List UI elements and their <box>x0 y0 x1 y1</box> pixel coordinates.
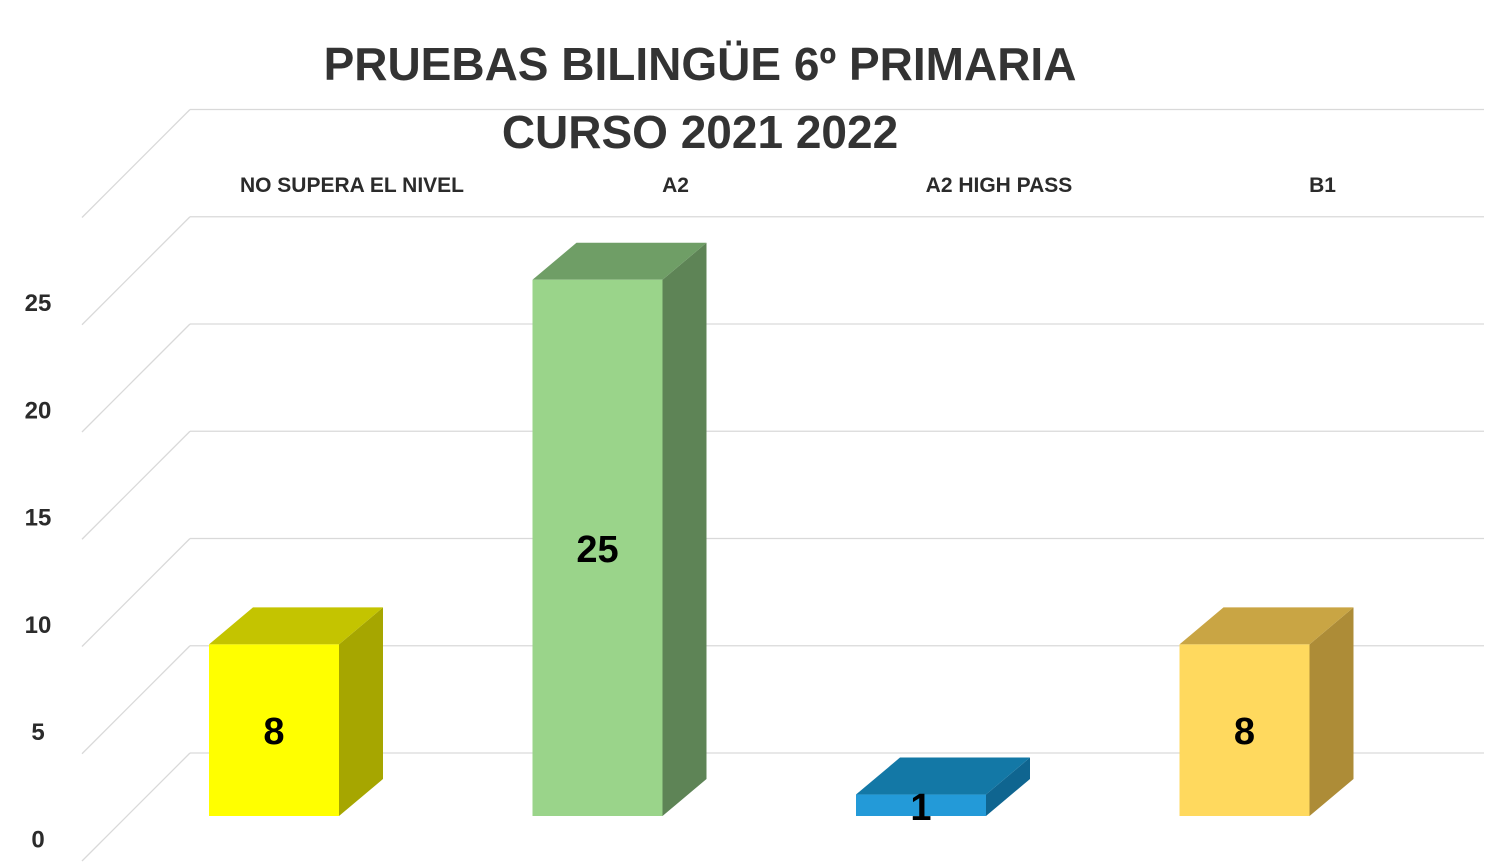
bar <box>856 794 986 816</box>
data-label: 1 <box>910 787 931 829</box>
gridline-side-5 <box>81 645 191 755</box>
data-label: 8 <box>263 711 284 753</box>
bar-side-face <box>1309 607 1354 816</box>
gridline-side-0 <box>81 752 191 862</box>
bars <box>209 242 1354 816</box>
bar-top-face <box>1179 607 1354 645</box>
bar-top-face <box>856 757 1030 795</box>
data-label: 25 <box>576 529 618 571</box>
bar <box>1179 644 1310 816</box>
bar-side-face <box>339 607 383 816</box>
bar <box>209 644 339 816</box>
y-tick-label: 15 <box>25 505 52 532</box>
category-label: A2 HIGH PASS <box>926 174 1073 197</box>
bar-top-face <box>209 607 383 645</box>
category-label: A2 <box>662 174 689 197</box>
gridline-side-10 <box>81 538 191 647</box>
bar-side-face <box>662 242 707 816</box>
gridline-side-15 <box>81 430 191 540</box>
y-tick-label: 10 <box>25 612 52 639</box>
gridline-side-30 <box>81 109 191 218</box>
gridline-side-20 <box>81 323 191 433</box>
grid <box>81 108 1484 862</box>
y-tick-label: 0 <box>31 826 44 853</box>
gridline-side-25 <box>81 216 191 326</box>
bar <box>532 279 663 816</box>
y-tick-label: 5 <box>31 719 44 746</box>
chart-title-line-2: CURSO 2021 2022 <box>502 106 898 158</box>
category-label: B1 <box>1309 174 1336 197</box>
chart-title-line-1: PRUEBAS BILINGÜE 6º PRIMARIA <box>324 38 1077 90</box>
data-label: 8 <box>1234 711 1255 753</box>
y-tick-label: 25 <box>25 290 52 317</box>
category-label: NO SUPERA EL NIVEL <box>240 174 464 197</box>
y-tick-label: 20 <box>25 397 52 424</box>
labels: 0 5 10 15 20 25 NO SUPERA EL NIVEL A2 A2 HIGH PA… <box>25 174 1337 853</box>
bar-top-face <box>532 242 707 280</box>
bar-side-face <box>986 757 1030 816</box>
